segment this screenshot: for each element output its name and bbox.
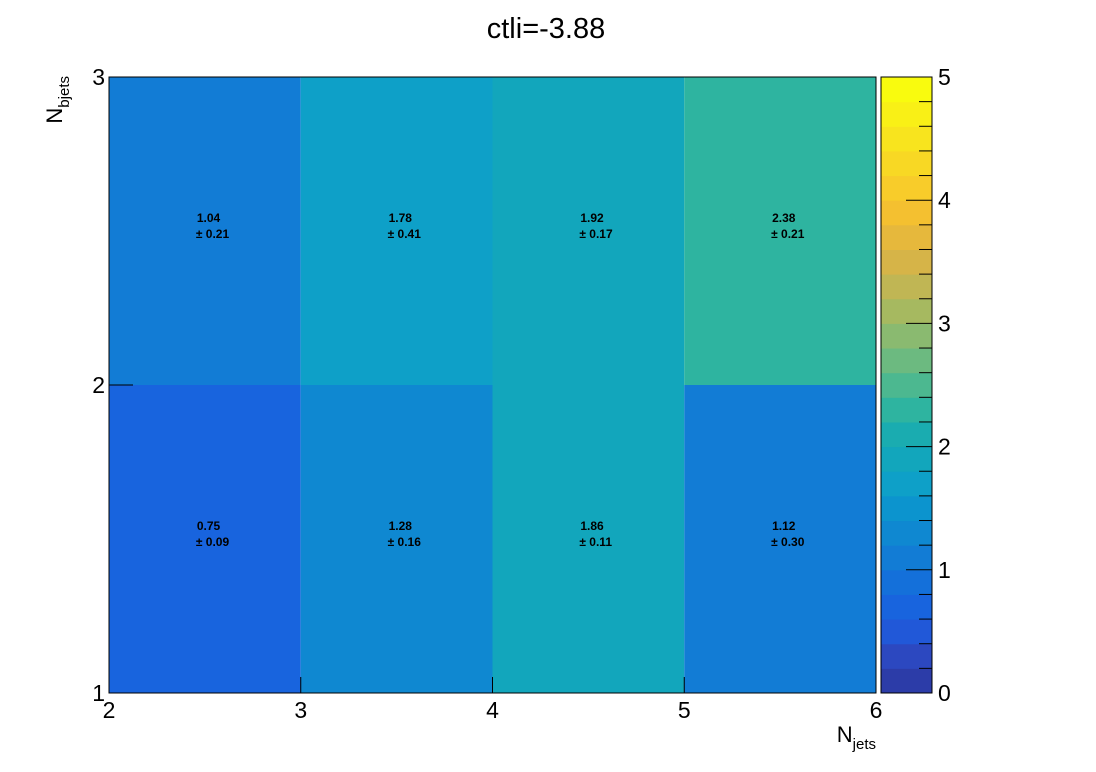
x-axis-title: Njets <box>837 722 876 753</box>
z-tick-label: 3 <box>938 310 951 336</box>
color-scale-band <box>881 397 932 423</box>
color-scale-band <box>881 224 932 250</box>
cell-error-label: ± 0.21 <box>771 227 805 241</box>
color-scale-axis: 0 1 2 3 4 5 <box>906 64 951 706</box>
color-scale-band <box>881 77 932 103</box>
cell-error-label: ± 0.09 <box>196 535 230 549</box>
color-scale-band <box>881 372 932 398</box>
color-scale-band <box>881 569 932 595</box>
y-axis-title-main: N <box>42 108 67 124</box>
z-tick-label: 0 <box>938 680 951 706</box>
x-axis: 2 3 4 5 6 <box>103 677 883 723</box>
x-axis-title-sub: jets <box>852 736 876 753</box>
chart-title: ctli=-3.88 <box>487 13 605 45</box>
color-scale-band <box>881 150 932 177</box>
heatmap-cell <box>109 385 301 693</box>
cell-labels: 0.75 ± 0.09 1.28 ± 0.16 1.86 ± 0.11 1.12 ± 0.30… <box>196 211 805 549</box>
cell-value-label: 2.38 <box>772 211 796 225</box>
cell-value-label: 0.75 <box>197 519 221 533</box>
color-scale-band <box>881 619 932 645</box>
color-scale-band <box>881 175 932 201</box>
color-scale-band <box>881 126 932 152</box>
y-axis: 1 2 3 <box>92 64 133 706</box>
heatmap-cell <box>684 385 876 693</box>
color-scale-band <box>881 348 932 374</box>
y-tick-label: 2 <box>92 372 105 398</box>
color-scale-band <box>881 101 932 127</box>
cell-error-label: ± 0.11 <box>579 535 612 549</box>
heatmap-cell <box>109 77 301 385</box>
color-scale-band <box>881 520 932 546</box>
x-axis-title-main: N <box>837 722 853 747</box>
x-tick-label: 5 <box>678 697 691 723</box>
y-axis-title-sub: bjets <box>56 76 73 108</box>
color-scale-band <box>881 421 932 448</box>
cell-value-label: 1.86 <box>580 519 604 533</box>
cell-error-label: ± 0.16 <box>388 535 422 549</box>
heatmap-cell <box>684 77 876 385</box>
y-tick-label: 1 <box>92 680 105 706</box>
heatmap-cells <box>109 77 876 693</box>
color-scale-band <box>881 249 932 275</box>
color-scale-band <box>881 298 932 324</box>
cell-error-label: ± 0.21 <box>196 227 230 241</box>
z-tick-label: 5 <box>938 64 951 90</box>
cell-value-label: 1.92 <box>580 211 604 225</box>
x-tick-label: 6 <box>870 697 883 723</box>
color-scale-band <box>881 446 932 472</box>
cell-error-label: ± 0.41 <box>388 227 422 241</box>
z-tick-label: 1 <box>938 557 951 583</box>
heatmap-cell <box>300 385 493 693</box>
y-axis-title: Nbjets <box>42 76 73 124</box>
x-tick-label: 4 <box>486 697 499 723</box>
cell-error-label: ± 0.17 <box>579 227 613 241</box>
heatmap-cell <box>492 77 685 385</box>
color-scale-band <box>881 495 932 522</box>
color-scale-bar <box>880 76 933 694</box>
x-tick-label: 3 <box>294 697 307 723</box>
cell-value-label: 1.28 <box>389 519 413 533</box>
color-scale-band <box>881 668 932 694</box>
color-scale-band <box>881 471 932 497</box>
cell-value-label: 1.04 <box>197 211 221 225</box>
color-scale-band <box>881 323 932 349</box>
color-scale-band <box>881 274 932 300</box>
y-tick-label: 3 <box>92 64 105 90</box>
cell-error-label: ± 0.30 <box>771 535 805 549</box>
cell-value-label: 1.12 <box>772 519 796 533</box>
z-tick-label: 2 <box>938 434 951 460</box>
x-tick-label: 2 <box>103 697 116 723</box>
color-scale-band <box>881 594 932 620</box>
color-scale-band <box>881 643 932 669</box>
color-scale-band <box>881 545 932 571</box>
color-scale-band <box>881 200 932 226</box>
cell-value-label: 1.78 <box>389 211 413 225</box>
heatmap-cell <box>492 385 685 693</box>
heatmap-cell <box>300 77 493 385</box>
z-tick-label: 4 <box>938 187 951 213</box>
